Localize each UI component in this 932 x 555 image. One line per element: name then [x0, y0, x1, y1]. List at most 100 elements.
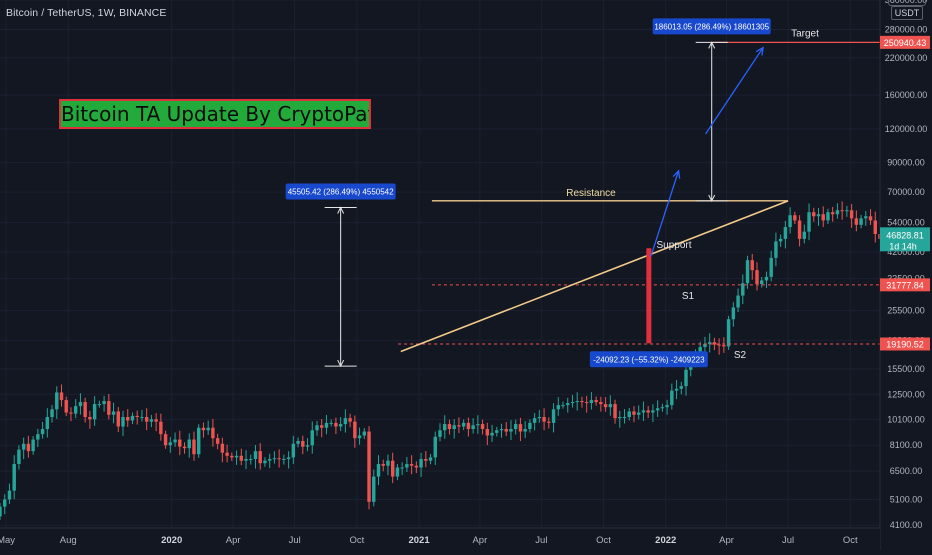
- candle-body-169: [797, 220, 802, 239]
- price-tick-17: 5100.00: [890, 494, 923, 504]
- candle-body-178: [840, 210, 844, 212]
- candle-body-172: [812, 212, 816, 217]
- candle-body-3: [12, 464, 16, 491]
- projection-arrow-leg-2: [705, 47, 764, 135]
- candle-body-117: [551, 409, 556, 423]
- candle-body-176: [830, 212, 835, 215]
- candle-body-142: [670, 390, 674, 406]
- candle-body-8: [36, 434, 40, 440]
- candle-body-32: [149, 419, 154, 422]
- ta-banner: Bitcoin TA Update By CryptoPatel: [59, 99, 371, 129]
- candle-body-40: [187, 439, 191, 449]
- candle-body-164: [774, 241, 778, 258]
- price-scale-handle[interactable]: [888, 0, 926, 6]
- s1-price-tag-bg: [880, 278, 930, 292]
- candle-body-56: [263, 460, 267, 464]
- candle-body-22: [102, 401, 106, 405]
- candle-body-12: [55, 392, 59, 410]
- candle-body-21: [97, 404, 102, 406]
- price-tick-6: 70000.00: [887, 187, 925, 197]
- time-tick-0: May: [0, 535, 15, 546]
- price-tick-16: 6500.00: [890, 466, 923, 476]
- candle-body-143: [674, 388, 679, 391]
- candle-body-0: [0, 506, 2, 517]
- support-trendline: [400, 200, 789, 353]
- candle-body-86: [405, 464, 409, 468]
- price-tick-7: 54000.00: [887, 218, 925, 228]
- candle-body-109: [513, 424, 518, 429]
- candle-body-67: [315, 425, 319, 431]
- candle-body-60: [282, 459, 286, 461]
- time-tick-4: Jul: [289, 535, 301, 546]
- time-axis[interactable]: May Aug 2020 Apr Jul Oct 2021 Apr Jul Oct 2022 Apr J…: [0, 527, 880, 550]
- candle-body-167: [788, 215, 792, 228]
- candle-body-170: [802, 231, 807, 239]
- candle-body-97: [457, 425, 461, 427]
- candle-body-10: [45, 417, 50, 429]
- measure-label-0: 45505.42 (286.49%) 4550542: [288, 188, 394, 197]
- candle-body-66: [310, 430, 314, 446]
- candle-body-20: [92, 404, 97, 420]
- candle-body-64: [301, 440, 305, 447]
- candle-body-103: [485, 428, 490, 436]
- price-axis[interactable]: 360000.00 280000.00 220000.00 160000.00 1200…: [879, 0, 932, 550]
- candle-body-29: [135, 415, 139, 418]
- time-tick-9: Oct: [596, 535, 611, 546]
- candle-body-171: [807, 212, 811, 232]
- candle-body-96: [452, 425, 456, 429]
- symbol-title[interactable]: Bitcoin / TetherUS, 1W, BINANCE: [6, 7, 167, 19]
- candle-body-153: [722, 345, 726, 347]
- candle-body-57: [267, 459, 272, 461]
- measure-arrow-top-1: [708, 41, 716, 49]
- price-tick-15: 8100.00: [890, 440, 923, 450]
- candle-body-179: [845, 210, 849, 212]
- candle-body-102: [480, 424, 485, 429]
- price-tick-1: 280000.00: [885, 24, 928, 34]
- candle-body-9: [40, 428, 45, 435]
- candle-body-138: [651, 410, 655, 413]
- price-axis-bg: [880, 0, 932, 550]
- price-tick-12: 15500.00: [887, 364, 925, 374]
- candle-body-31: [144, 417, 149, 422]
- candle-body-113: [532, 418, 537, 423]
- candle-body-166: [783, 227, 788, 239]
- candle-body-160: [755, 270, 759, 285]
- currency-badge[interactable]: USDT: [891, 6, 923, 20]
- candle-body-69: [324, 422, 329, 428]
- time-tick-7: Apr: [472, 535, 487, 546]
- candle-body-99: [466, 422, 471, 429]
- candle-body-98: [461, 422, 466, 427]
- resistance-label: Resistance: [566, 188, 616, 199]
- candle-body-136: [641, 410, 646, 413]
- support-label: Support: [656, 240, 691, 251]
- target-label: Target: [791, 28, 819, 39]
- candle-body-23: [107, 401, 111, 415]
- time-tick-10: 2022: [655, 535, 676, 546]
- candle-body-54: [253, 451, 258, 460]
- projection-arrow-leg-1: [650, 170, 680, 257]
- projection-arrowhead-1: [672, 169, 681, 179]
- annotations: Support 45505.42 (286.49%) 4550542 186013.…: [285, 18, 789, 368]
- candle-body-130: [613, 404, 617, 419]
- candle-body-30: [140, 417, 144, 419]
- candle-body-62: [291, 443, 296, 458]
- measure-arrow-top-0: [337, 206, 345, 214]
- candle-body-16: [73, 406, 78, 414]
- measure-box-2: [589, 351, 708, 368]
- candle-body-141: [665, 405, 669, 408]
- candle-body-115: [542, 417, 546, 422]
- candle-body-133: [627, 411, 631, 418]
- candle-body-100: [471, 425, 475, 429]
- candle-body-148: [698, 347, 702, 353]
- candle-body-61: [286, 457, 291, 460]
- candle-body-114: [537, 417, 542, 419]
- candle-body-110: [518, 424, 523, 432]
- candle-body-38: [178, 439, 182, 447]
- candle-body-134: [632, 411, 636, 415]
- measure-label-1: 186013.05 (286.49%) 18601305: [654, 22, 769, 31]
- candle-body-84: [395, 467, 400, 477]
- target-price-tag-bg: [880, 35, 930, 49]
- candle-body-116: [547, 421, 551, 423]
